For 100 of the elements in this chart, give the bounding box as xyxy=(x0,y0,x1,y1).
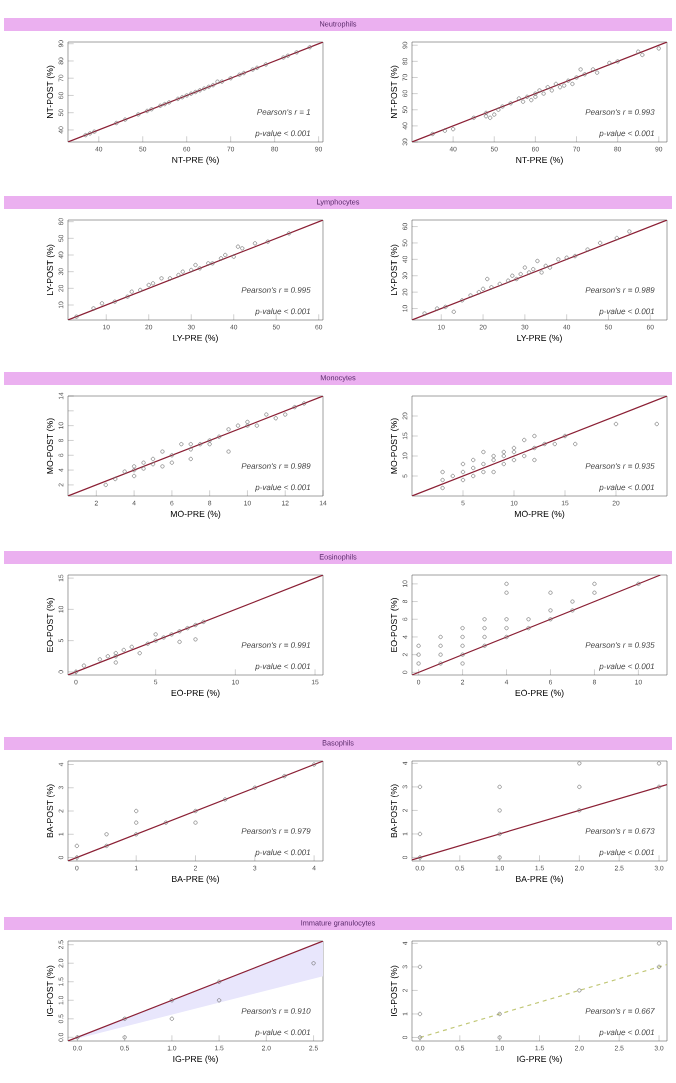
point xyxy=(112,299,117,304)
point xyxy=(564,255,569,260)
point xyxy=(312,762,317,767)
point xyxy=(460,477,466,483)
point xyxy=(134,808,139,814)
point xyxy=(491,469,496,475)
point xyxy=(153,638,158,643)
point xyxy=(471,473,476,479)
x-axis-title: NT-PRE (%) xyxy=(172,156,219,165)
point xyxy=(416,652,421,657)
point xyxy=(160,449,165,454)
point xyxy=(417,964,423,969)
point xyxy=(237,72,242,77)
annotation: p-value < 0.001 xyxy=(599,308,654,316)
point xyxy=(549,88,554,93)
point xyxy=(211,83,216,88)
point xyxy=(416,643,421,648)
point xyxy=(226,449,231,454)
point xyxy=(193,808,198,814)
point xyxy=(231,254,236,259)
point xyxy=(417,831,423,837)
point xyxy=(522,453,527,459)
point xyxy=(265,239,270,244)
point xyxy=(595,70,600,75)
point xyxy=(245,423,250,428)
point xyxy=(492,112,497,117)
point xyxy=(450,473,455,479)
point xyxy=(573,441,578,447)
point xyxy=(311,961,316,966)
point xyxy=(533,94,538,99)
point xyxy=(577,761,582,766)
point xyxy=(504,590,509,595)
point xyxy=(217,979,222,984)
point xyxy=(548,590,553,595)
point xyxy=(207,438,212,443)
annotation: p-value < 0.001 xyxy=(599,663,654,671)
point xyxy=(482,617,487,622)
point xyxy=(129,644,134,649)
point xyxy=(188,447,193,452)
point xyxy=(483,110,489,116)
point xyxy=(197,88,202,93)
point xyxy=(522,437,527,443)
point xyxy=(87,131,93,136)
point xyxy=(254,423,259,428)
point xyxy=(145,641,150,646)
point xyxy=(481,469,486,475)
point xyxy=(122,1016,127,1021)
point xyxy=(615,59,620,64)
point xyxy=(105,654,110,659)
point xyxy=(585,247,590,252)
point xyxy=(497,281,502,287)
y-axis-title: BA-POST (%) xyxy=(46,784,55,838)
point xyxy=(656,46,661,51)
point xyxy=(516,96,521,101)
point xyxy=(582,72,587,77)
point xyxy=(235,423,241,428)
point xyxy=(74,855,79,860)
point xyxy=(614,235,619,241)
x-axis-title: MO-PRE (%) xyxy=(170,510,221,519)
point xyxy=(122,1035,127,1040)
annotation: Pearson's r = 0.989 xyxy=(241,463,311,469)
point xyxy=(422,311,427,316)
x-axis-title: IG-PRE (%) xyxy=(517,1055,562,1064)
point xyxy=(511,449,517,455)
point xyxy=(481,449,486,455)
y-axis-title: MO-POST (%) xyxy=(390,418,399,474)
point xyxy=(545,85,550,90)
point xyxy=(132,468,137,473)
point xyxy=(417,1035,423,1040)
point xyxy=(504,581,509,586)
point xyxy=(537,88,542,93)
point xyxy=(206,261,211,266)
point xyxy=(207,442,212,447)
point xyxy=(193,262,198,268)
x-axis-title: LY-PRE (%) xyxy=(173,334,218,343)
point xyxy=(500,104,505,109)
point xyxy=(435,306,440,311)
point xyxy=(598,240,603,246)
point xyxy=(501,461,506,467)
point xyxy=(531,267,536,272)
point xyxy=(504,634,509,640)
point xyxy=(636,581,641,586)
point xyxy=(197,266,202,271)
point xyxy=(471,465,476,471)
point xyxy=(169,453,174,458)
point xyxy=(511,457,517,463)
point xyxy=(163,820,168,825)
annotation: p-value < 0.001 xyxy=(599,1029,654,1037)
point xyxy=(149,107,154,112)
point xyxy=(114,120,119,126)
point xyxy=(548,608,553,613)
point xyxy=(217,998,222,1003)
point xyxy=(138,287,143,293)
point xyxy=(510,273,515,278)
point xyxy=(552,441,557,447)
point xyxy=(541,91,546,96)
point xyxy=(640,52,645,57)
point xyxy=(438,661,443,666)
point xyxy=(73,669,79,674)
point xyxy=(468,293,473,298)
